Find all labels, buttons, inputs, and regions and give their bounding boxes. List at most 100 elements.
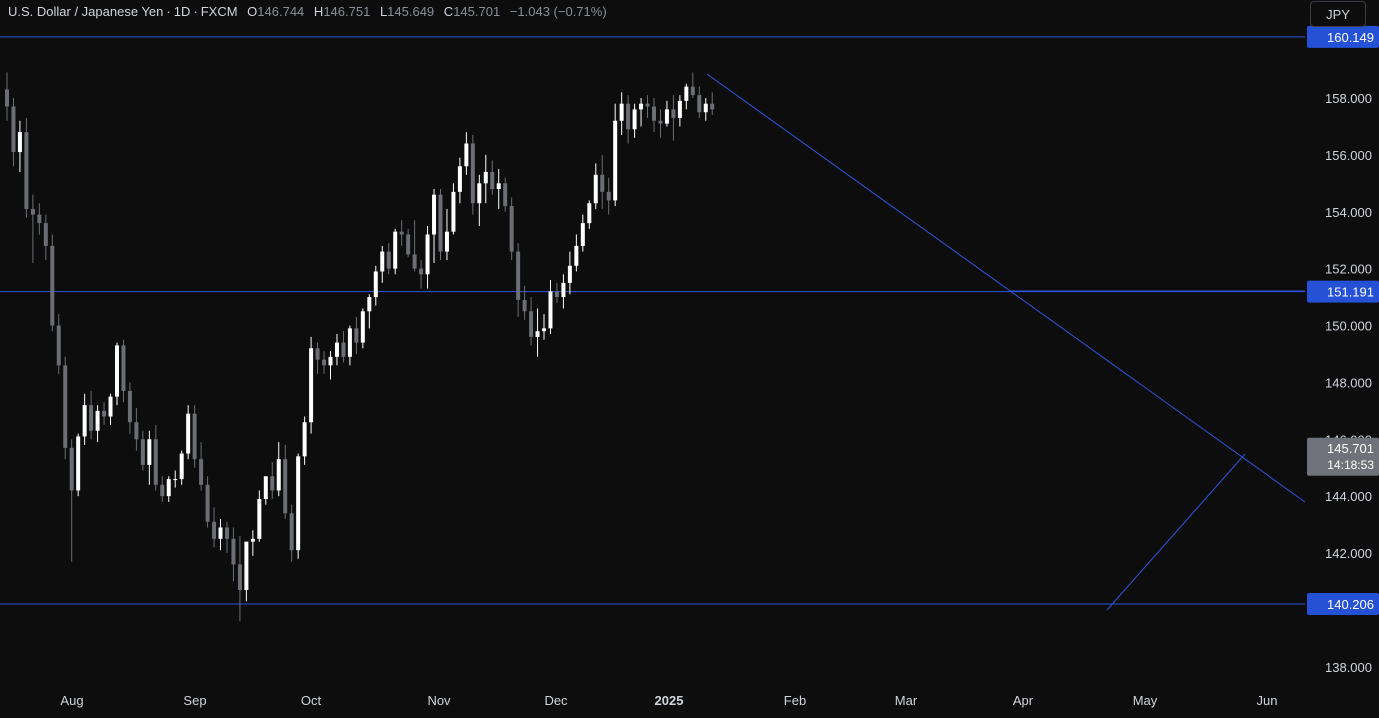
candle-body — [231, 538, 236, 565]
exchange: FXCM — [200, 4, 238, 19]
candle-body — [658, 120, 663, 124]
candle-body — [619, 103, 624, 121]
high-value: 146.751 — [323, 4, 371, 19]
time-tick-label: Jun — [1257, 693, 1278, 708]
candle-body — [309, 348, 314, 423]
candle-body — [412, 254, 417, 269]
candle-body — [173, 479, 178, 481]
candle-body — [140, 439, 145, 465]
candle-body — [322, 359, 327, 366]
candle-body — [529, 311, 534, 337]
candle-body — [341, 342, 346, 357]
candle-body — [218, 527, 223, 539]
candle-body — [399, 231, 404, 235]
candle-body — [212, 521, 217, 539]
time-tick-label: Dec — [544, 693, 568, 708]
candle-body — [102, 410, 107, 417]
last-price-box — [1307, 437, 1379, 476]
level-label-text: 140.206 — [1327, 597, 1374, 612]
candle-body — [244, 541, 249, 591]
candle-body — [134, 422, 139, 440]
time-tick-label: Mar — [895, 693, 918, 708]
candle-body — [677, 100, 682, 118]
candle-body — [509, 206, 514, 252]
candle-body — [121, 345, 126, 391]
time-tick-label: Feb — [784, 693, 806, 708]
trendlines — [706, 73, 1306, 611]
time-tick-label: Aug — [60, 693, 83, 708]
time-axis[interactable]: Aug Sep Oct Nov Dec 2025 Feb Mar Apr May Jun — [60, 693, 1277, 708]
currency-button[interactable]: JPY — [1310, 1, 1366, 27]
level-label-text: 151.191 — [1327, 285, 1374, 300]
time-tick-label: 2025 — [655, 693, 684, 708]
change-value: −1.043 (−0.71%) — [509, 4, 607, 19]
candle-body — [697, 95, 702, 113]
candle-body — [554, 291, 559, 298]
candle-body — [671, 109, 676, 118]
candle-body — [296, 456, 301, 551]
level-label-box — [1307, 25, 1379, 48]
candle-body — [283, 459, 288, 514]
level-label-box — [1307, 593, 1379, 616]
symbol-name[interactable]: U.S. Dollar / Japanese Yen — [8, 4, 164, 19]
interval[interactable]: 1D — [173, 4, 191, 19]
candle-body — [477, 183, 482, 204]
price-tick-label: 158.000 — [1325, 91, 1372, 106]
candle-body — [690, 86, 695, 96]
price-tick-label: 138.000 — [1325, 660, 1372, 675]
horizontal-levels — [0, 36, 1305, 605]
price-level-labels: 160.149 151.191 140.206 145.701 14:18:53 — [1307, 25, 1379, 616]
candle-body — [684, 86, 689, 101]
candle-body — [263, 476, 268, 500]
candle-body — [186, 413, 191, 454]
candle-body — [626, 103, 631, 130]
candle-body — [373, 271, 378, 298]
candle-body — [567, 265, 572, 283]
last-price-text: 145.701 — [1327, 441, 1374, 456]
candle-body — [30, 208, 35, 215]
candle-body — [464, 143, 469, 167]
candle-body — [5, 89, 9, 107]
candle-body — [95, 410, 100, 431]
low-value: 145.649 — [387, 4, 435, 19]
candle-body — [419, 268, 424, 275]
candle-body — [289, 513, 294, 551]
candle-body — [645, 103, 650, 107]
close-value: 145.701 — [453, 4, 501, 19]
candle-body — [37, 214, 42, 224]
price-tick-label: 150.000 — [1325, 319, 1372, 334]
candle-body — [496, 183, 501, 190]
candle-body — [438, 194, 443, 252]
candle-body — [114, 345, 119, 397]
candle-body — [432, 194, 437, 235]
candle-body — [703, 103, 708, 113]
candle-body — [652, 106, 656, 121]
price-tick-label: 156.000 — [1325, 148, 1372, 163]
rising-trendline — [1106, 453, 1246, 611]
candle-body — [593, 174, 598, 204]
candle-body — [600, 174, 605, 192]
candle-body — [406, 234, 411, 255]
candle-body — [127, 390, 132, 423]
candle-body — [516, 251, 521, 300]
candle-body — [147, 439, 152, 465]
high-label: H — [313, 4, 324, 19]
candle-body — [360, 311, 365, 343]
candle-body — [542, 328, 547, 332]
price-tick-label: 154.000 — [1325, 205, 1372, 220]
candle-body — [522, 299, 527, 312]
time-tick-label: May — [1133, 693, 1158, 708]
open-value: 146.744 — [257, 4, 305, 19]
candle-body — [69, 447, 74, 491]
candle-body — [457, 166, 462, 192]
candle-body — [192, 413, 197, 460]
level-label-box — [1307, 280, 1379, 303]
candle-body — [503, 183, 508, 207]
close-label: C — [443, 4, 454, 19]
candle-body — [613, 120, 618, 201]
candle-body — [425, 234, 430, 275]
time-tick-label: Apr — [1013, 693, 1034, 708]
candle-body — [250, 538, 255, 542]
